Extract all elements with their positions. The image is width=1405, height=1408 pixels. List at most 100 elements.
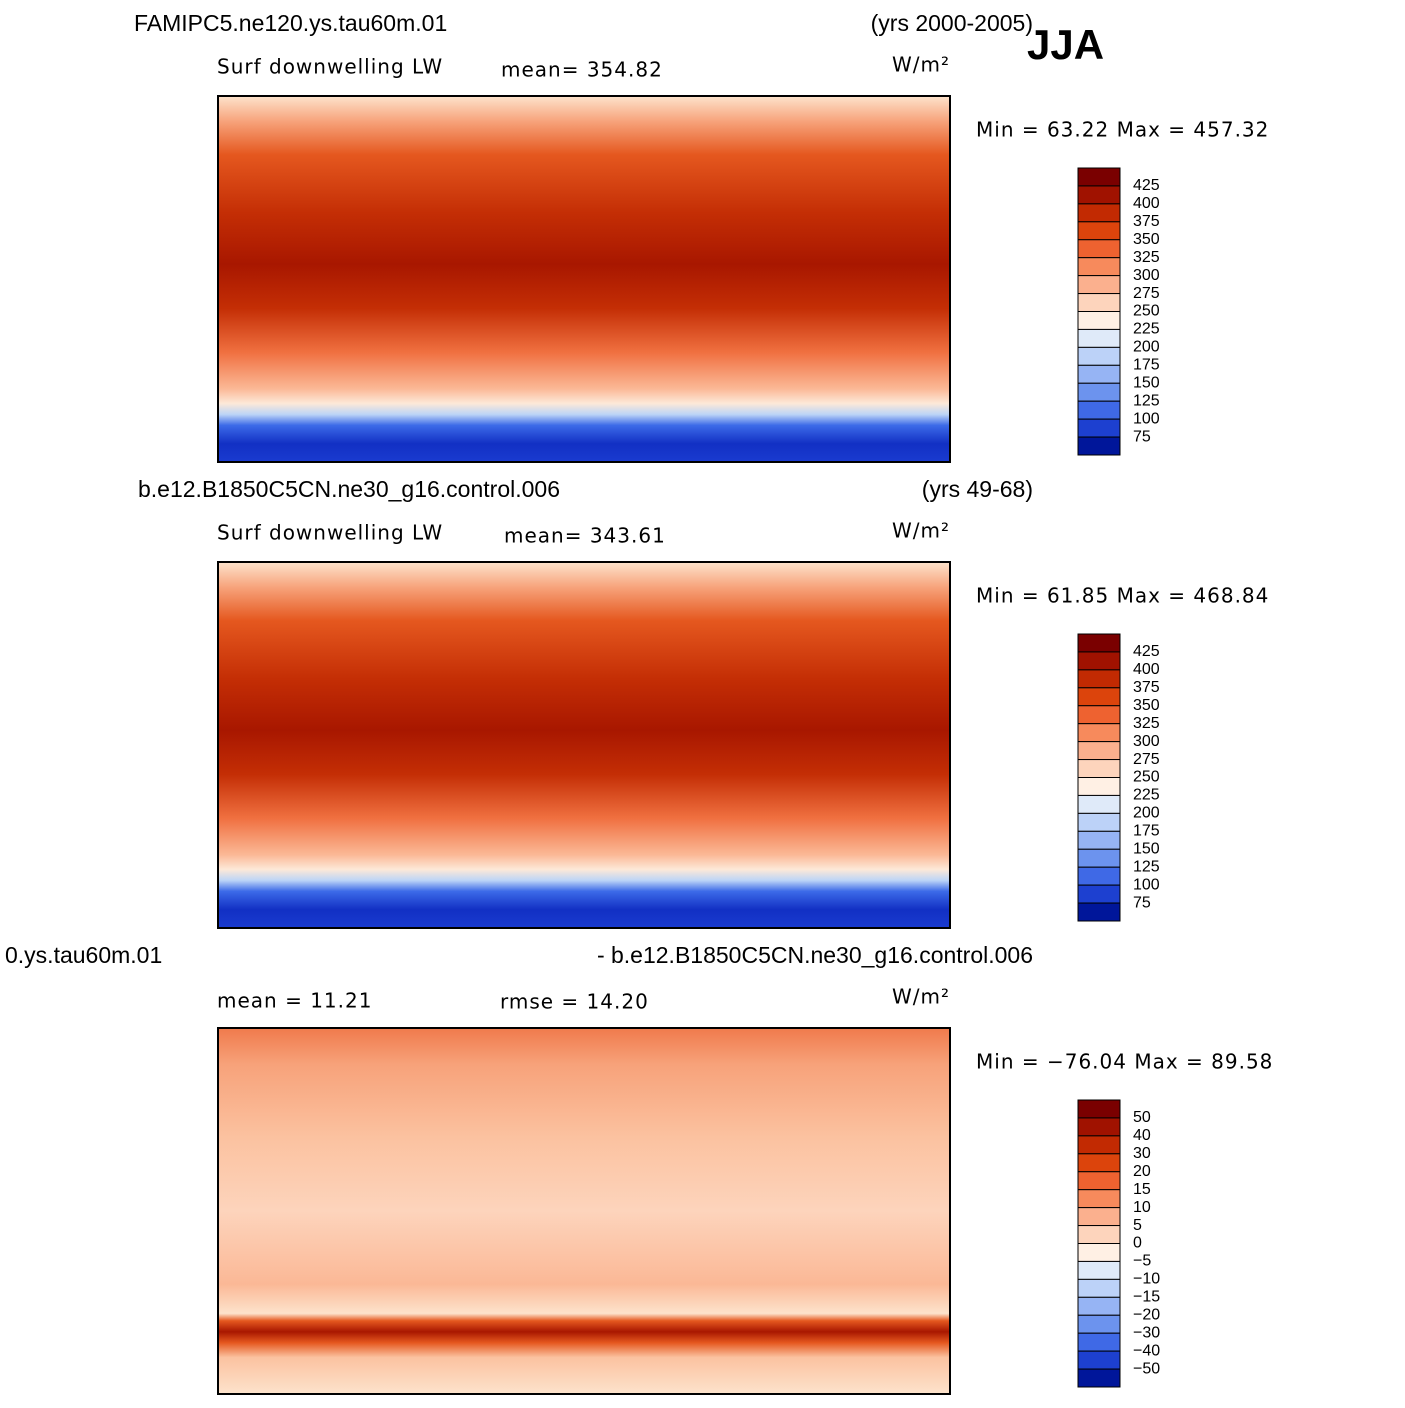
colorbar-label: 0 xyxy=(1133,1235,1142,1252)
years: - b.e12.B1850C5CN.ne30_g16.control.006 xyxy=(597,942,1033,968)
colorbar-label: 425 xyxy=(1133,643,1160,660)
min-max: Min = 61.85 Max = 468.84 xyxy=(976,584,1269,608)
map xyxy=(217,1027,951,1395)
colorbar-label: 125 xyxy=(1133,392,1160,409)
season: JJA xyxy=(1027,21,1104,68)
colorbar-label: 100 xyxy=(1133,876,1160,893)
map xyxy=(217,95,951,463)
stat-mid: rmse = 14.20 xyxy=(500,990,649,1014)
colorbar-box xyxy=(1077,436,1121,456)
colorbar-label: 225 xyxy=(1133,321,1160,338)
colorbar-box xyxy=(1077,866,1121,886)
colorbar-label: 350 xyxy=(1133,697,1160,714)
colorbar-box xyxy=(1077,1260,1121,1280)
colorbar-box xyxy=(1077,311,1121,330)
colorbar-label: 325 xyxy=(1133,249,1160,266)
colorbar-label: 5 xyxy=(1133,1217,1142,1234)
colorbar-label: 200 xyxy=(1133,339,1160,356)
colorbar-box xyxy=(1077,1243,1121,1262)
colorbar-label: 400 xyxy=(1133,195,1160,212)
colorbar-box xyxy=(1077,328,1121,348)
colorbar-label: 125 xyxy=(1133,858,1160,875)
colorbar-box xyxy=(1077,1278,1121,1298)
colorbar-label: 175 xyxy=(1133,357,1160,374)
colorbar-box xyxy=(1077,651,1121,671)
colorbar-label: 175 xyxy=(1133,823,1160,840)
colorbar-label: −20 xyxy=(1133,1306,1160,1323)
colorbar-label: 50 xyxy=(1133,1109,1151,1126)
colorbar-label: 225 xyxy=(1133,787,1160,804)
colorbar-box xyxy=(1077,777,1121,796)
colorbar-box xyxy=(1077,418,1121,438)
colorbar-label: 400 xyxy=(1133,661,1160,678)
colorbar-label: −15 xyxy=(1133,1289,1160,1306)
colorbar-label: 150 xyxy=(1133,374,1160,391)
colorbar-box xyxy=(1077,741,1121,761)
colorbar-box xyxy=(1077,1099,1121,1119)
colorbar-label: 375 xyxy=(1133,213,1160,230)
map xyxy=(217,561,951,929)
min-max: Min = 63.22 Max = 457.32 xyxy=(976,118,1269,142)
colorbar-box xyxy=(1077,884,1121,904)
colorbar-box xyxy=(1077,185,1121,205)
colorbar-box xyxy=(1077,346,1121,366)
colorbar-label: −5 xyxy=(1133,1253,1151,1270)
units: W/m² xyxy=(892,53,950,77)
colorbar-label: 275 xyxy=(1133,751,1160,768)
colorbar-box xyxy=(1077,382,1121,402)
colorbar-box xyxy=(1077,1153,1121,1173)
colorbar-box xyxy=(1077,1135,1121,1155)
units: W/m² xyxy=(892,519,950,543)
stat-mid: mean= 354.82 xyxy=(501,58,663,82)
case-title: 0.ys.tau60m.01 xyxy=(5,942,162,968)
colorbar-box xyxy=(1077,723,1121,743)
colorbar-label: 300 xyxy=(1133,733,1160,750)
colorbar-box xyxy=(1077,794,1121,814)
colorbar-box xyxy=(1077,239,1121,259)
colorbar-box xyxy=(1077,221,1121,241)
colorbar-box xyxy=(1077,293,1121,312)
colorbar-box xyxy=(1077,669,1121,689)
years: (yrs 49-68) xyxy=(922,476,1033,502)
colorbar-box xyxy=(1077,203,1121,223)
colorbar-label: 15 xyxy=(1133,1181,1151,1198)
colorbar-label: 200 xyxy=(1133,805,1160,822)
colorbar-box xyxy=(1077,830,1121,850)
colorbar-label: 20 xyxy=(1133,1163,1151,1180)
colorbar-box xyxy=(1077,1117,1121,1137)
colorbar-box xyxy=(1077,364,1121,384)
colorbar-box xyxy=(1077,257,1121,277)
colorbar-box xyxy=(1077,687,1121,707)
stat-left: Surf downwelling LW xyxy=(217,55,443,79)
colorbar-label: 300 xyxy=(1133,267,1160,284)
colorbar-label: 30 xyxy=(1133,1145,1151,1162)
colorbar-box xyxy=(1077,1225,1121,1244)
colorbar-label: 375 xyxy=(1133,679,1160,696)
colorbar-box xyxy=(1077,167,1121,187)
case-title: FAMIPC5.ne120.ys.tau60m.01 xyxy=(134,10,447,36)
stat-mid: mean= 343.61 xyxy=(504,524,666,548)
units: W/m² xyxy=(892,985,950,1009)
years: (yrs 2000-2005) xyxy=(871,10,1033,36)
colorbar-label: 350 xyxy=(1133,231,1160,248)
colorbar-box xyxy=(1077,400,1121,420)
colorbar-box xyxy=(1077,1296,1121,1316)
colorbar-label: 100 xyxy=(1133,410,1160,427)
case-title: b.e12.B1850C5CN.ne30_g16.control.006 xyxy=(138,476,560,502)
colorbar-box xyxy=(1077,633,1121,653)
colorbar-label: −10 xyxy=(1133,1271,1160,1288)
colorbar-label: 75 xyxy=(1133,428,1151,445)
colorbar-label: 275 xyxy=(1133,285,1160,302)
colorbar-box xyxy=(1077,848,1121,868)
colorbar-box xyxy=(1077,1189,1121,1209)
colorbar-box xyxy=(1077,275,1121,295)
colorbar-label: 10 xyxy=(1133,1199,1151,1216)
colorbar-box xyxy=(1077,812,1121,832)
colorbar-label: −30 xyxy=(1133,1324,1160,1341)
stat-left: Surf downwelling LW xyxy=(217,521,443,545)
colorbar-label: 425 xyxy=(1133,177,1160,194)
colorbar-label: 150 xyxy=(1133,840,1160,857)
colorbar-label: 250 xyxy=(1133,303,1160,320)
colorbar-box xyxy=(1077,1368,1121,1388)
